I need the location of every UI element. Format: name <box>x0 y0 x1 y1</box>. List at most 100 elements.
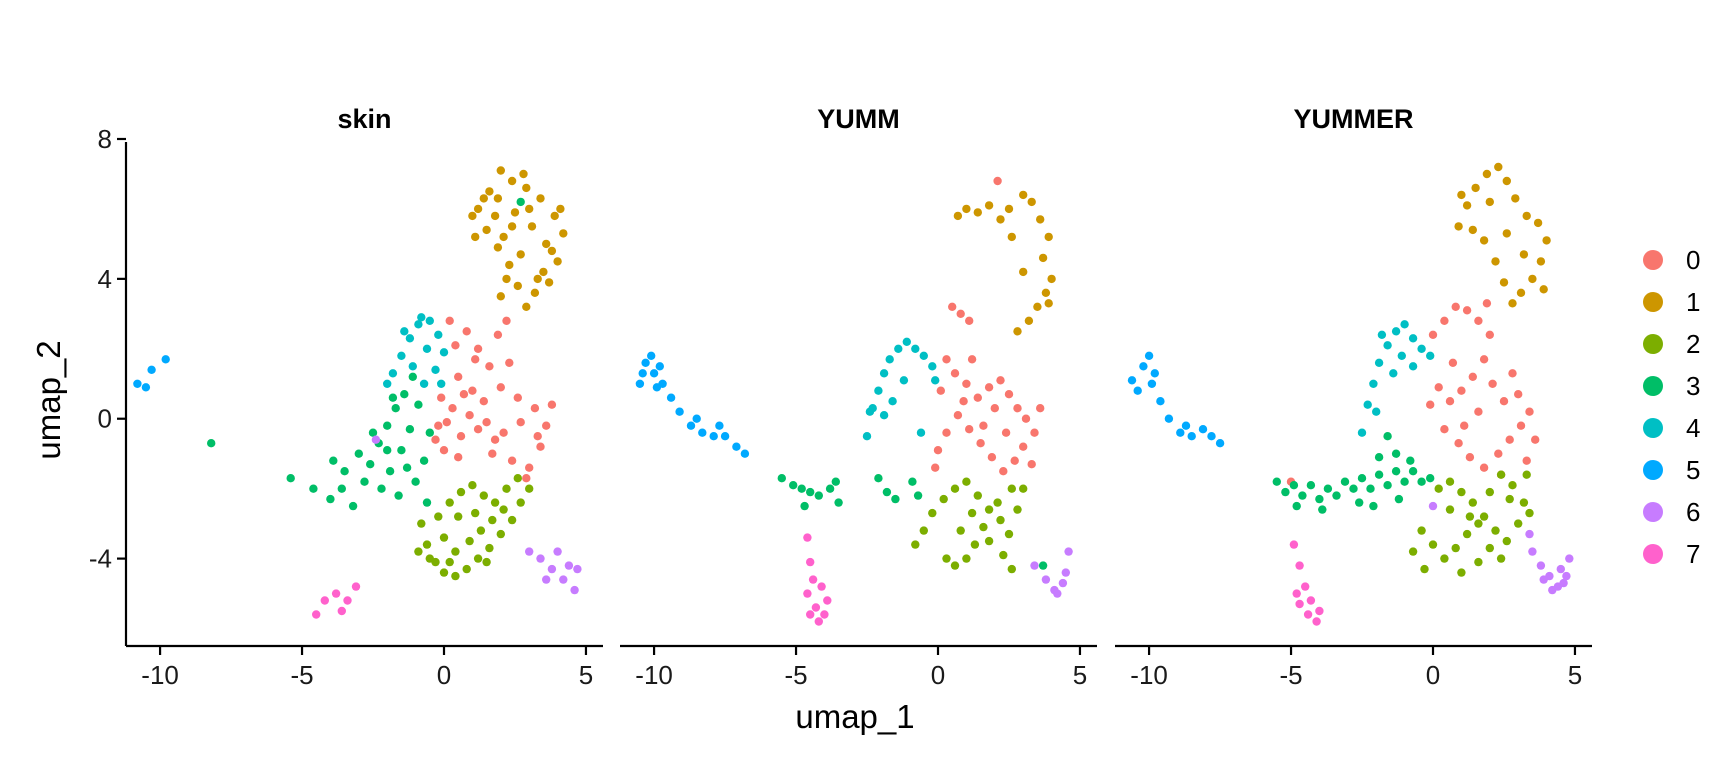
point-cluster-7 <box>820 610 829 619</box>
point-cluster-2 <box>1522 470 1531 479</box>
point-cluster-1 <box>1468 225 1478 235</box>
point-cluster-4 <box>1389 369 1398 378</box>
point-cluster-7 <box>823 596 832 605</box>
panel-skin: skin -10 -5 0 5 -4 0 4 8 <box>89 104 603 690</box>
point-cluster-6 <box>525 547 534 556</box>
point-cluster-2 <box>996 515 1005 525</box>
point-cluster-0 <box>1474 407 1483 416</box>
point-cluster-1 <box>556 204 565 214</box>
point-cluster-2 <box>1496 470 1506 479</box>
point-cluster-3 <box>1349 484 1358 493</box>
point-cluster-2 <box>468 481 477 490</box>
x-tick-label: 0 <box>931 660 945 690</box>
point-cluster-6 <box>1030 561 1039 570</box>
point-cluster-3 <box>777 474 786 483</box>
point-cluster-0 <box>1494 449 1503 458</box>
point-cluster-5 <box>1198 425 1208 434</box>
point-cluster-6 <box>1525 529 1534 539</box>
point-cluster-4 <box>437 379 446 388</box>
point-cluster-0 <box>1505 435 1514 444</box>
point-cluster-1 <box>1454 222 1463 231</box>
point-cluster-0 <box>459 390 469 399</box>
point-cluster-2 <box>425 554 434 563</box>
point-cluster-7 <box>1315 606 1324 616</box>
point-cluster-3 <box>831 477 840 486</box>
point-cluster-0 <box>485 362 494 371</box>
point-cluster-2 <box>499 505 508 514</box>
point-cluster-0 <box>471 355 480 364</box>
point-cluster-0 <box>1010 456 1019 465</box>
panel-yummer: YUMMER -10 -5 0 5 <box>1115 104 1592 690</box>
point-cluster-2 <box>439 568 449 577</box>
point-cluster-4 <box>425 316 434 325</box>
point-cluster-0 <box>493 330 503 339</box>
point-cluster-1 <box>1502 229 1512 238</box>
point-cluster-4 <box>1391 327 1401 336</box>
point-cluster-2 <box>488 515 497 525</box>
panel-yumm: YUMM -10 -5 0 5 <box>620 104 1097 690</box>
point-cluster-0 <box>431 435 440 444</box>
legend-label: 2 <box>1686 329 1700 359</box>
point-cluster-0 <box>468 386 477 395</box>
point-cluster-6 <box>1058 578 1068 588</box>
point-cluster-3 <box>1306 481 1316 490</box>
point-cluster-3 <box>800 501 809 511</box>
point-cluster-2 <box>911 540 920 549</box>
point-cluster-2 <box>473 554 483 563</box>
point-cluster-0 <box>456 432 466 441</box>
point-cluster-3 <box>368 428 378 437</box>
point-cluster-3 <box>1383 432 1392 441</box>
point-cluster-7 <box>803 533 812 542</box>
y-tick-label: 0 <box>98 404 112 434</box>
point-cluster-0 <box>1440 425 1449 434</box>
point-cluster-6 <box>1061 568 1071 577</box>
point-cluster-7 <box>331 589 341 598</box>
point-cluster-2 <box>445 557 454 567</box>
legend-swatch <box>1643 460 1663 480</box>
point-cluster-1 <box>1516 288 1526 297</box>
point-cluster-1 <box>1522 211 1531 221</box>
point-cluster-4 <box>1426 351 1435 360</box>
point-cluster-0 <box>530 404 540 413</box>
point-cluster-1 <box>493 243 503 252</box>
point-cluster-0 <box>996 376 1005 385</box>
legend-swatch <box>1643 502 1663 522</box>
point-cluster-2 <box>1505 494 1514 504</box>
point-cluster-2 <box>445 498 454 507</box>
y-tick-label: -4 <box>89 544 112 574</box>
point-cluster-0 <box>547 400 557 409</box>
point-cluster-3 <box>1281 487 1290 497</box>
point-cluster-3 <box>891 494 900 504</box>
point-cluster-2 <box>414 547 423 556</box>
point-cluster-1 <box>479 194 488 203</box>
point-cluster-4 <box>1383 341 1392 350</box>
point-cluster-6 <box>1528 547 1537 556</box>
point-cluster-1 <box>493 194 503 203</box>
point-cluster-0 <box>942 428 951 437</box>
point-cluster-3 <box>1426 474 1435 483</box>
x-tick-label: 5 <box>1568 660 1582 690</box>
point-cluster-3 <box>825 484 835 493</box>
point-cluster-1 <box>490 211 500 221</box>
point-cluster-3 <box>337 484 346 493</box>
point-cluster-0 <box>454 372 463 381</box>
point-cluster-3 <box>1298 491 1307 500</box>
point-cluster-3 <box>814 491 823 500</box>
point-cluster-1 <box>1508 299 1517 308</box>
legend-item-7: 7 <box>1643 539 1700 569</box>
point-cluster-6 <box>1536 561 1546 570</box>
point-cluster-4 <box>1377 330 1387 339</box>
point-cluster-2 <box>956 526 965 535</box>
point-cluster-5 <box>732 442 741 451</box>
point-cluster-3 <box>286 474 295 483</box>
x-tick-label: -5 <box>784 660 807 690</box>
point-cluster-0 <box>993 176 1002 186</box>
point-cluster-2 <box>434 512 443 521</box>
point-cluster-3 <box>419 456 429 465</box>
point-cluster-5 <box>161 355 170 364</box>
point-cluster-4 <box>931 376 940 385</box>
point-cluster-1 <box>1024 316 1034 325</box>
point-cluster-0 <box>1468 372 1478 381</box>
point-cluster-1 <box>485 187 494 196</box>
point-cluster-2 <box>496 529 505 539</box>
